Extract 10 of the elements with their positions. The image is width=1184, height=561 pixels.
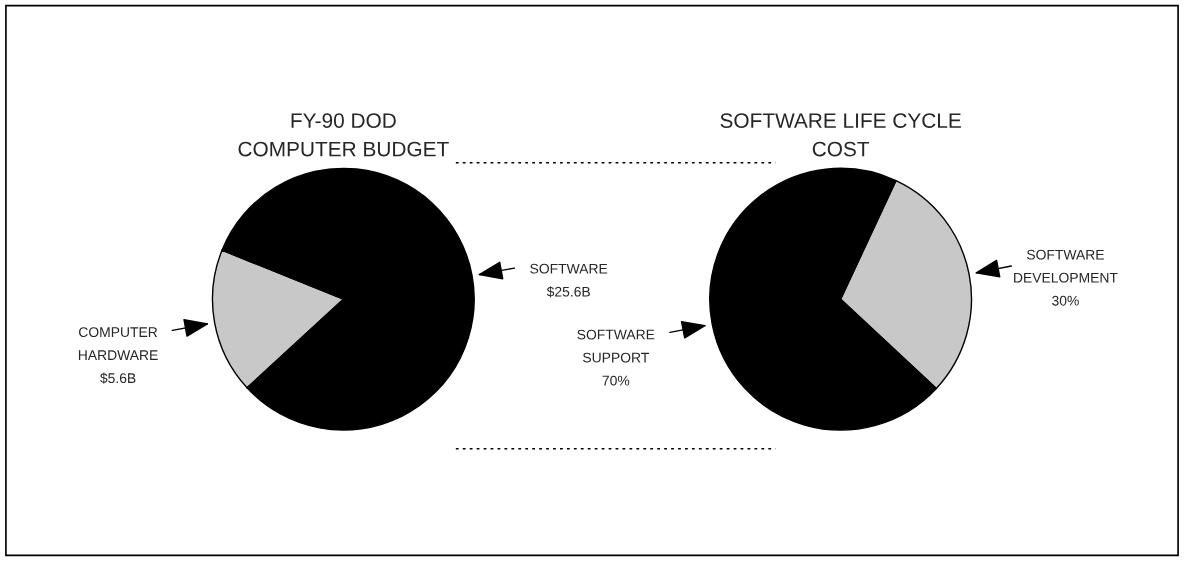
- slice-label: COMPUTER HARDWARE: [78, 327, 158, 360]
- legend-label: SOFTWARE: [530, 263, 608, 274]
- chart-title: SOFTWARE LIFE CYCLE COST: [720, 113, 961, 157]
- data-label: 30%: [1052, 295, 1079, 306]
- data-label: $5.6B: [100, 372, 136, 384]
- legend-label: SOFTWARE SUPPORT: [577, 329, 655, 363]
- chart-title: FY-90 DOD COMPUTER BUDGET: [238, 113, 449, 157]
- data-label: 70%: [602, 375, 630, 386]
- slice-label: SOFTWARE DEVELOPMENT: [1014, 249, 1118, 283]
- data-label: $25.6B: [546, 286, 590, 298]
